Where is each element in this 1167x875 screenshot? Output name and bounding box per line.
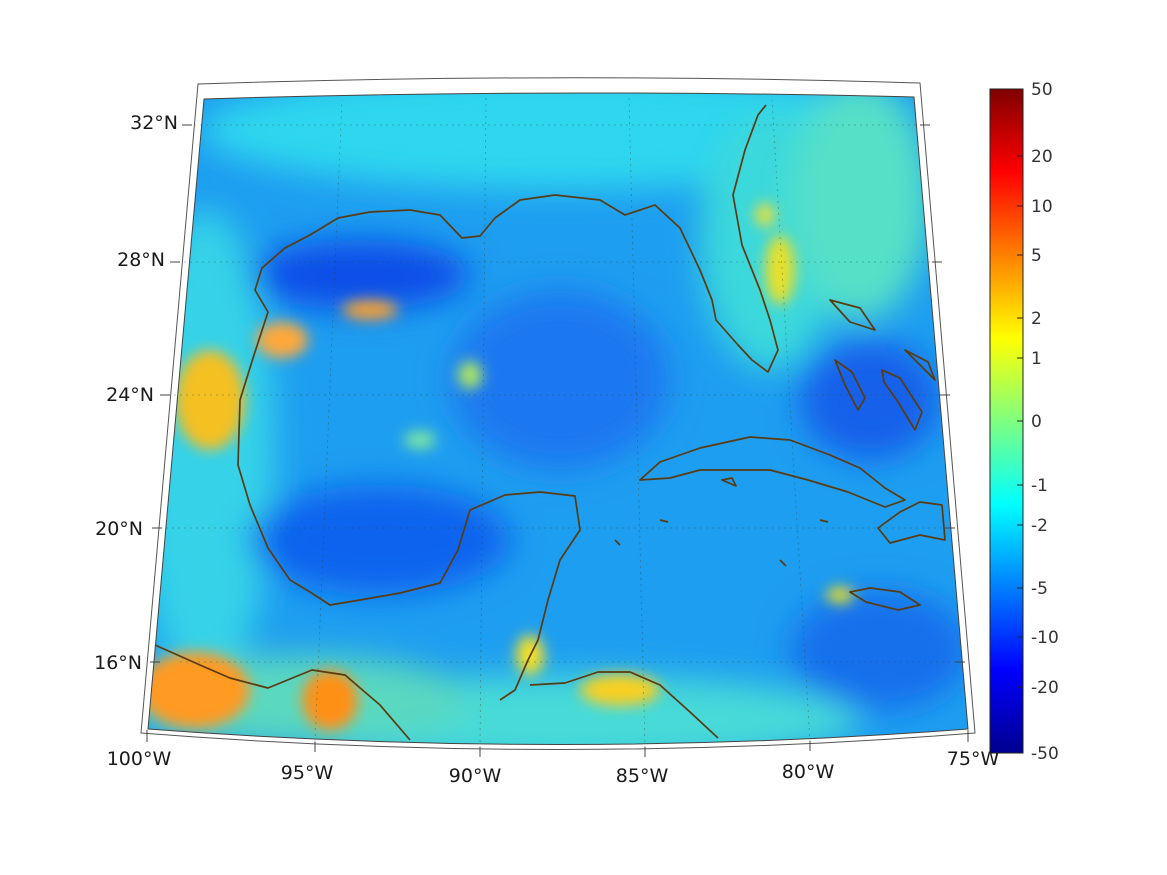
colorbar-tick-label: 5 (1031, 246, 1042, 266)
bahamas-coastline (829, 299, 936, 431)
colorbar-tick-label: -10 (1031, 628, 1059, 648)
lat-label: 20°N (95, 518, 143, 540)
colorbar-tick-label: -20 (1031, 678, 1059, 698)
central-america-coastline (529, 671, 719, 739)
colorbar-tick-label: -50 (1031, 744, 1059, 764)
pacific-coastline (154, 644, 411, 741)
hispaniola-coastline (877, 501, 946, 544)
colorbar-tick-label: 50 (1031, 80, 1053, 100)
jamaica-coastline (849, 587, 921, 611)
lon-label: 90°W (449, 765, 502, 787)
cuba-coastline (639, 436, 906, 508)
colorbar-tick-label: 1 (1031, 349, 1042, 369)
graticule (160, 97, 955, 749)
colorbar-tick-label: -2 (1031, 516, 1048, 536)
gulf-coastline (237, 104, 779, 581)
lon-label: 100°W (107, 748, 172, 770)
colorbar-tick-label: 0 (1031, 412, 1042, 432)
colorbar: 50 20 10 5 2 1 0 -1 -2 -5 -10 -20 -50 (989, 80, 1059, 764)
lat-label: 28°N (117, 249, 165, 271)
colorbar-tick-label: 20 (1031, 147, 1053, 167)
colorbar-ticks (1017, 155, 1023, 688)
latitude-labels: 16°N 20°N 24°N 28°N 32°N (94, 112, 178, 674)
longitude-labels: 100°W 95°W 90°W 85°W 80°W 75°W (107, 748, 1000, 787)
yucatan-coastline (289, 491, 581, 701)
lat-label: 24°N (106, 384, 154, 406)
colorbar-tick-label: 2 (1031, 309, 1042, 329)
colorbar-tick-label: 10 (1031, 197, 1053, 217)
lat-label: 32°N (130, 112, 178, 134)
lon-label: 95°W (281, 762, 334, 784)
lon-label: 80°W (782, 761, 835, 783)
data-field (148, 92, 968, 745)
frame-ticks (146, 124, 969, 757)
lon-label: 75°W (947, 748, 1000, 770)
lon-label: 85°W (616, 765, 669, 787)
colorbar-tick-label: -1 (1031, 476, 1048, 496)
colorbar-tick-label: -5 (1031, 579, 1048, 599)
coastlines (154, 104, 946, 741)
lat-label: 16°N (94, 652, 142, 674)
map-outer-frame (140, 77, 976, 750)
map-frame (147, 92, 969, 745)
